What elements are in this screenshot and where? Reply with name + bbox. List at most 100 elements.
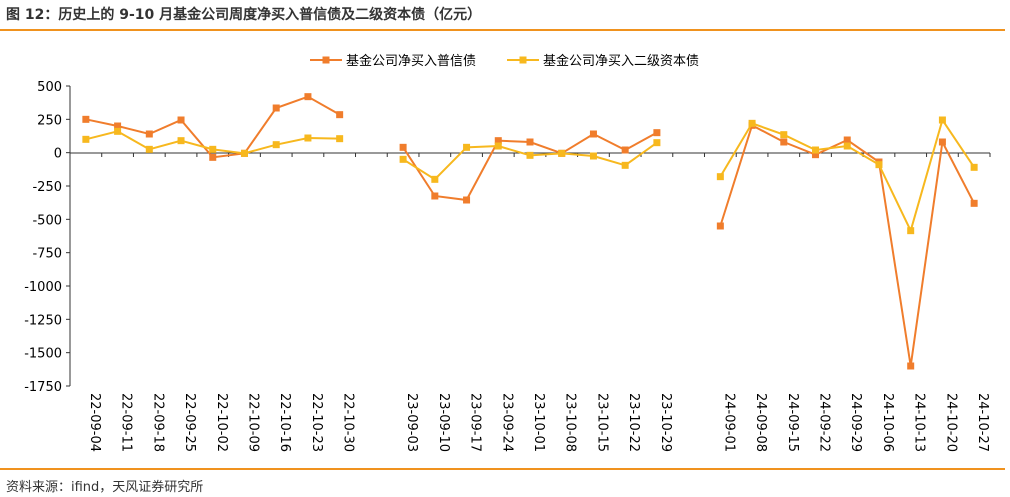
data-point — [970, 163, 978, 171]
data-point — [304, 134, 312, 142]
data-point — [653, 139, 661, 147]
series-line — [719, 123, 976, 367]
data-point — [526, 138, 534, 146]
legend-marker — [322, 56, 330, 64]
data-point — [494, 137, 502, 145]
data-point — [114, 127, 122, 135]
data-point — [843, 136, 851, 144]
line-chart: 基金公司净买入普信债 基金公司净买入二级资本债 22-09-04 22-09-11 2… — [24, 53, 991, 452]
x-tick-label: 23-09-17 — [468, 393, 483, 452]
series-putong-bonds — [82, 93, 978, 370]
x-tick-label: 24-09-22 — [817, 393, 832, 452]
data-point — [812, 151, 820, 159]
x-tick-label: 23-10-22 — [626, 393, 641, 452]
legend-label: 基金公司净买入普信债 — [346, 53, 476, 69]
data-point — [589, 152, 597, 160]
data-point — [875, 161, 883, 169]
data-point — [526, 151, 534, 159]
data-point — [938, 116, 946, 124]
data-point — [558, 149, 566, 157]
x-tick-label: 24-09-08 — [753, 393, 768, 452]
data-point — [780, 131, 788, 139]
data-point — [907, 362, 915, 370]
data-point — [399, 155, 407, 163]
data-point — [399, 143, 407, 151]
x-tick-label: 22-10-23 — [309, 393, 324, 452]
data-point — [621, 161, 629, 169]
y-tick-label: -500 — [32, 213, 62, 228]
x-tick-label: 24-10-27 — [975, 393, 990, 452]
chart-axes — [66, 85, 991, 387]
y-tick-label: -1500 — [24, 347, 62, 362]
y-tick-label: 500 — [37, 80, 62, 95]
title-divider — [0, 29, 1005, 31]
data-point — [716, 222, 724, 230]
x-tick-label: 23-10-01 — [531, 393, 546, 452]
data-point — [272, 141, 280, 149]
data-point — [907, 227, 915, 235]
series-layer — [82, 93, 978, 370]
x-tick-label: 24-09-01 — [721, 393, 736, 452]
data-point — [716, 173, 724, 181]
legend-label: 基金公司净买入二级资本债 — [543, 53, 699, 69]
x-tick-label: 22-10-16 — [277, 393, 292, 452]
x-tick-label: 24-10-20 — [943, 393, 958, 452]
chart-title: 图 12：历史上的 9-10 月基金公司周度净买入普信债及二级资本债（亿元） — [6, 7, 482, 23]
y-tick-label: -1750 — [24, 380, 62, 395]
x-tick-label: 22-09-25 — [182, 393, 197, 452]
x-tick-label: 23-09-24 — [499, 393, 514, 452]
x-tick-label: 23-10-29 — [658, 393, 673, 452]
data-point — [240, 149, 248, 157]
y-tick-label: -750 — [32, 247, 62, 262]
x-tick-label: 22-09-18 — [150, 393, 165, 452]
y-tick-label: -1250 — [24, 313, 62, 328]
data-point — [82, 115, 90, 123]
data-point — [970, 199, 978, 207]
data-point — [621, 146, 629, 154]
source-divider — [0, 468, 1005, 470]
x-tick-label: 23-10-15 — [594, 393, 609, 452]
y-axis-ticks: 500 250 0 -250 -500 -750 -1000 -1250 -1500 -1750 — [24, 80, 62, 395]
x-tick-label: 24-09-15 — [785, 393, 800, 452]
y-tick-label: 250 — [37, 113, 62, 128]
x-tick-label: 23-09-10 — [436, 393, 451, 452]
data-point — [812, 146, 820, 154]
x-tick-label: 24-09-29 — [848, 393, 863, 452]
data-point — [209, 153, 217, 161]
series-tier2-capital-bonds — [82, 116, 978, 235]
data-point — [177, 116, 185, 124]
data-point — [114, 122, 122, 130]
data-point — [82, 135, 90, 143]
data-point — [177, 137, 185, 145]
data-point — [336, 135, 344, 143]
y-tick-label: -1000 — [24, 280, 62, 295]
data-point — [336, 111, 344, 119]
x-tick-label: 23-10-08 — [563, 393, 578, 452]
data-point — [589, 130, 597, 138]
x-tick-label: 24-10-06 — [880, 393, 895, 452]
x-tick-label: 24-10-13 — [912, 393, 927, 452]
data-point — [780, 138, 788, 146]
data-point — [494, 142, 502, 150]
data-point — [653, 129, 661, 137]
x-tick-label: 22-10-09 — [245, 393, 260, 452]
chart-legend: 基金公司净买入普信债 基金公司净买入二级资本债 — [310, 53, 699, 69]
data-point — [145, 130, 153, 138]
data-point — [272, 104, 280, 112]
series-line — [402, 141, 658, 181]
data-point — [938, 138, 946, 146]
x-tick-label: 22-10-30 — [341, 393, 356, 452]
x-axis-ticks: 22-09-04 22-09-11 22-09-18 22-09-25 22-10-02… — [87, 393, 990, 452]
data-point — [843, 142, 851, 150]
data-point — [209, 145, 217, 153]
x-tick-label: 22-09-11 — [119, 393, 134, 452]
data-point — [748, 119, 756, 127]
y-tick-label: 0 — [54, 147, 62, 162]
data-point — [463, 143, 471, 151]
y-tick-label: -250 — [32, 180, 62, 195]
data-point — [431, 175, 439, 183]
x-tick-label: 22-09-04 — [87, 393, 102, 452]
data-point — [145, 145, 153, 153]
x-tick-label: 22-10-02 — [214, 393, 229, 452]
data-point — [304, 93, 312, 101]
